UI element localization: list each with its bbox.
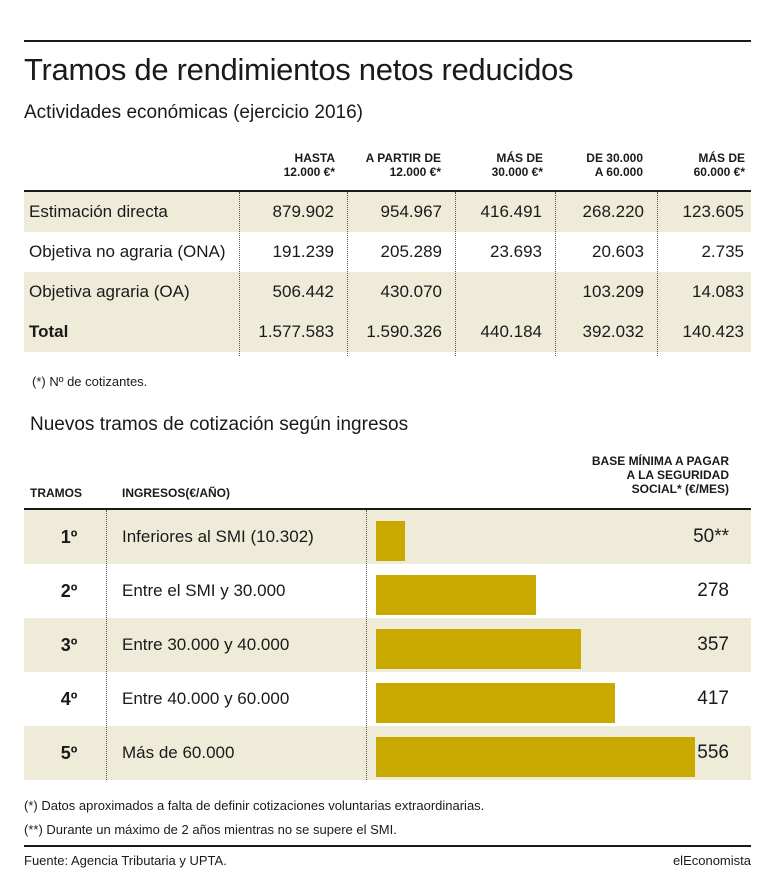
column-divider (455, 192, 456, 356)
footnote: (*) Datos aproximados a falta de definir… (24, 798, 485, 813)
data-label: 357 (697, 634, 729, 655)
data-label: 417 (697, 688, 729, 709)
column-divider (239, 192, 240, 356)
table-cell: 1.577.583 (258, 322, 334, 341)
tramo-label: 2º (60, 581, 78, 601)
table-row: Objetiva no agraria (ONA) 191.239 205.28… (24, 232, 751, 272)
table-header: HASTA 12.000 €* A PARTIR DE 12.000 €* MÁS … (24, 148, 751, 192)
bar (376, 575, 536, 615)
data-label: 556 (697, 742, 729, 763)
table-cell: 416.491 (480, 202, 542, 221)
row-label: Total (29, 322, 69, 341)
table-cell: 430.070 (380, 282, 442, 301)
table-cell: 23.693 (490, 242, 542, 261)
table-cell: 2.735 (701, 242, 744, 261)
table-cell: 1.590.326 (366, 322, 442, 341)
ingresos-label: Entre 30.000 y 40.000 (122, 635, 290, 654)
top-rule (24, 40, 751, 42)
table-row: 2º Entre el SMI y 30.000 278 (24, 564, 751, 618)
ingresos-label: Inferiores al SMI (10.302) (122, 527, 314, 546)
column-header: HASTA 12.000 €* (283, 151, 335, 179)
footnotes: (*) Datos aproximados a falta de definir… (24, 794, 484, 842)
column-header-base: BASE MÍNIMA A PAGAR A LA SEGURIDAD SOCIA… (591, 454, 729, 496)
tramos-rows: 1º Inferiores al SMI (10.302) 50** 2º Entre … (24, 510, 751, 780)
table-cell: 123.605 (682, 202, 744, 221)
table-note: (*) Nº de cotizantes. (32, 374, 148, 389)
ingresos-label: Entre el SMI y 30.000 (122, 581, 286, 600)
column-header-ingresos: INGRESOS(€/AÑO) (122, 486, 231, 500)
table-cell: 440.184 (480, 322, 542, 341)
table-cell: 140.423 (682, 322, 744, 341)
table-cell: 268.220 (582, 202, 644, 221)
column-header-tramos: TRAMOS (30, 486, 82, 500)
column-divider (366, 510, 367, 780)
column-header: DE 30.000 A 60.000 (586, 151, 643, 179)
table-row: 3º Entre 30.000 y 40.000 357 (24, 618, 751, 672)
table-rendimientos: HASTA 12.000 €* A PARTIR DE 12.000 €* MÁS … (24, 148, 751, 352)
ingresos-label: Más de 60.000 (122, 743, 235, 762)
table-cell: 191.239 (272, 242, 334, 261)
table-row: 5º Más de 60.000 556 (24, 726, 751, 780)
table-row: 1º Inferiores al SMI (10.302) 50** (24, 510, 751, 564)
table-cell: 205.289 (380, 242, 442, 261)
tramo-label: 3º (60, 635, 78, 655)
table-row: Objetiva agraria (OA) 506.442 430.070 10… (24, 272, 751, 312)
chart-subtitle: Actividades económicas (ejercicio 2016) (24, 102, 363, 123)
bar (376, 737, 695, 777)
row-label: Objetiva agraria (OA) (29, 282, 190, 301)
table-row-total: Total 1.577.583 1.590.326 440.184 392.03… (24, 312, 751, 352)
chart-title: Tramos de rendimientos netos reducidos (24, 52, 574, 87)
table-row: Estimación directa 879.902 954.967 416.4… (24, 192, 751, 232)
table-row: 4º Entre 40.000 y 60.000 417 (24, 672, 751, 726)
column-divider (657, 192, 658, 356)
column-divider (555, 192, 556, 356)
column-header: MÁS DE 60.000 €* (693, 151, 745, 179)
column-divider (106, 510, 107, 780)
bar (376, 683, 615, 723)
table-cell: 14.083 (692, 282, 744, 301)
section-title: Nuevos tramos de cotización según ingres… (30, 414, 409, 435)
data-label: 50** (693, 526, 729, 547)
ingresos-label: Entre 40.000 y 60.000 (122, 689, 290, 708)
row-label: Objetiva no agraria (ONA) (29, 242, 226, 261)
column-divider (347, 192, 348, 356)
table-cell: 103.209 (582, 282, 644, 301)
tramo-label: 1º (60, 527, 78, 547)
bar (376, 521, 405, 561)
tramo-label: 4º (60, 689, 78, 709)
brand-logo-text: elEconomista (672, 853, 751, 868)
column-header: A PARTIR DE 12.000 €* (365, 151, 441, 179)
data-label: 278 (697, 580, 729, 601)
source-text: Fuente: Agencia Tributaria y UPTA. (24, 853, 227, 868)
table-cell: 506.442 (272, 282, 334, 301)
table-cell: 392.032 (582, 322, 644, 341)
tramo-label: 5º (60, 743, 78, 763)
row-label: Estimación directa (29, 202, 168, 221)
column-header: MÁS DE 30.000 €* (491, 151, 543, 179)
table-tramos: TRAMOS INGRESOS(€/AÑO) BASE MÍNIMA A PAG… (24, 450, 751, 780)
bottom-rule (24, 845, 751, 847)
table-cell: 879.902 (272, 202, 334, 221)
table-cell: 954.967 (380, 202, 442, 221)
bar (376, 629, 581, 669)
table-header: TRAMOS INGRESOS(€/AÑO) BASE MÍNIMA A PAG… (24, 450, 751, 510)
footnote: (**) Durante un máximo de 2 años mientra… (24, 822, 397, 837)
table-cell: 20.603 (592, 242, 644, 261)
